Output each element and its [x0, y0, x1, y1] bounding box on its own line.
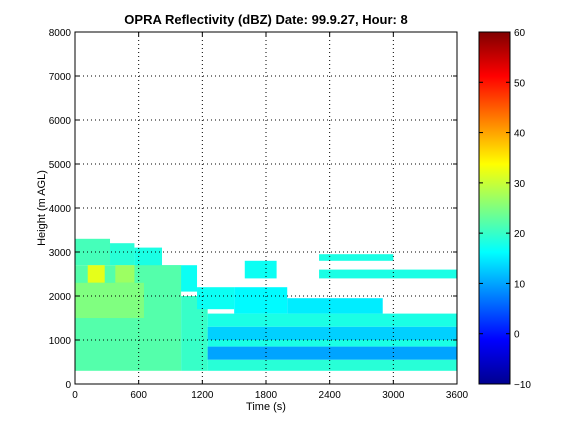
heatmap — [75, 238, 457, 371]
colorbar-tick-label: 0 — [514, 330, 520, 341]
y-tick-label: 6000 — [49, 116, 72, 127]
heatmap-cell — [207, 359, 457, 371]
x-axis-ticks: 0 600 1200 1800 2400 3000 3600 — [72, 32, 469, 401]
heatmap-cell — [319, 254, 394, 261]
y-tick-label: 2000 — [49, 292, 72, 303]
grid-lines — [75, 32, 457, 384]
colorbar-tick-label: 60 — [514, 28, 526, 39]
x-tick-label: 1200 — [191, 390, 214, 401]
colorbar-tick-label: −10 — [514, 380, 531, 391]
chart-title: OPRA Reflectivity (dBZ) Date: 99.9.27, H… — [124, 12, 407, 27]
y-tick-label: 4000 — [49, 204, 72, 215]
y-tick-label: 8000 — [49, 28, 72, 39]
colorbar — [478, 31, 511, 385]
heatmap-cell — [287, 298, 383, 314]
heatmap-cell — [234, 287, 288, 314]
heatmap-cell — [207, 326, 457, 340]
heatmap-cell — [87, 265, 105, 283]
heatmap-cell — [319, 269, 457, 279]
x-tick-label: 1800 — [255, 390, 278, 401]
y-axis-ticks: 0 1000 2000 3000 4000 5000 6000 7000 8000 — [49, 28, 457, 391]
x-tick-label: 2400 — [319, 390, 342, 401]
heatmap-cell — [207, 313, 457, 327]
heatmap-cell — [115, 265, 135, 283]
y-tick-label: 3000 — [49, 248, 72, 259]
heatmap-cell — [207, 346, 457, 360]
colorbar-tick-label: 40 — [514, 129, 526, 140]
y-tick-label: 5000 — [49, 160, 72, 171]
x-tick-label: 3000 — [382, 390, 405, 401]
x-tick-label: 600 — [130, 390, 147, 401]
y-tick-label: 0 — [65, 380, 71, 391]
colorbar-tick-label: 50 — [514, 78, 526, 89]
x-tick-label: 0 — [72, 390, 78, 401]
colorbar-tick-label: 10 — [514, 279, 526, 290]
heatmap-cell — [244, 260, 277, 279]
y-axis-label: Height (m AGL) — [36, 170, 48, 246]
x-axis-label: Time (s) — [246, 401, 286, 413]
heatmap-cell — [75, 282, 144, 318]
x-tick-label: 3600 — [446, 390, 469, 401]
y-tick-label: 1000 — [49, 336, 72, 347]
heatmap-cell — [110, 243, 135, 266]
y-tick-label: 7000 — [49, 72, 72, 83]
colorbar-tick-label: 20 — [514, 229, 526, 240]
heatmap-cell — [207, 340, 457, 347]
heatmap-cell — [197, 287, 235, 310]
colorbar-ticks: −10 0 10 20 30 40 50 60 — [479, 28, 531, 391]
heatmap-cell — [134, 247, 163, 270]
heatmap-cell — [75, 238, 111, 266]
colorbar-tick-label: 30 — [514, 179, 526, 190]
